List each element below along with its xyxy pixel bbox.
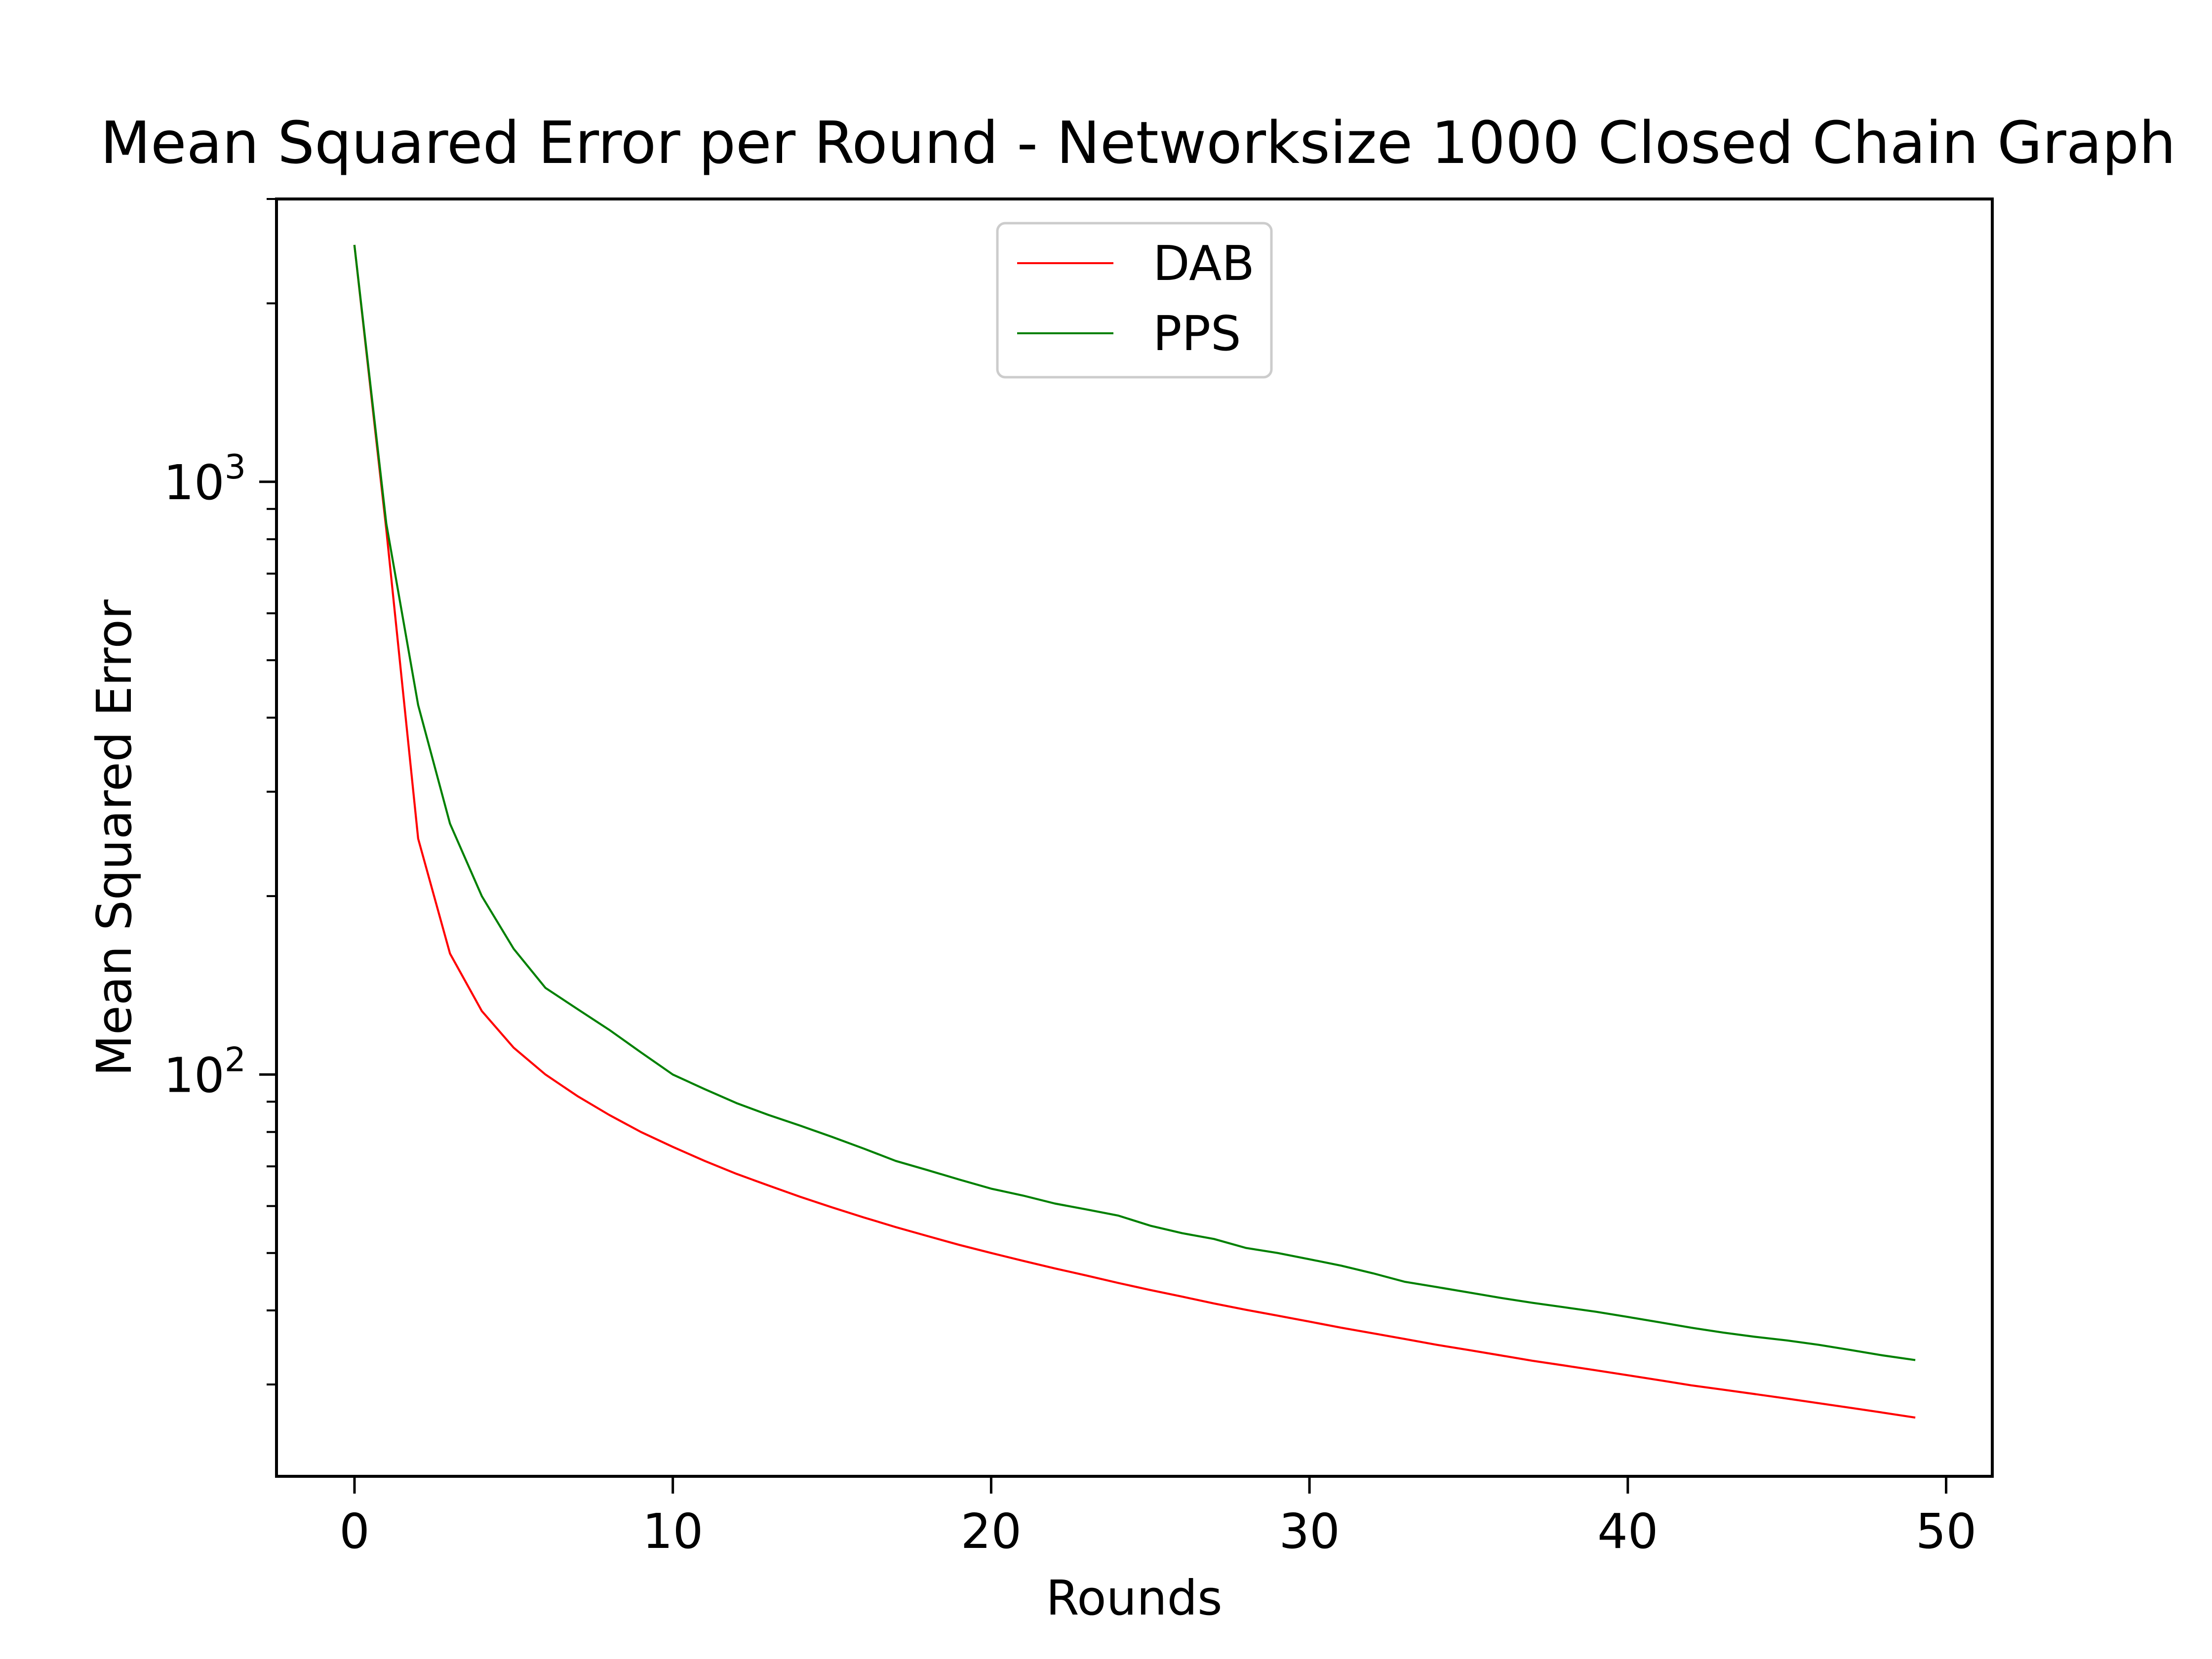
axes-frame xyxy=(275,198,1994,1478)
y-axis: 102 103 xyxy=(163,198,276,1386)
x-tick-label: 40 xyxy=(1597,1503,1658,1559)
x-axis: 0 10 20 30 40 50 xyxy=(339,1476,1976,1559)
x-tick-label: 50 xyxy=(1916,1503,1976,1559)
legend-box xyxy=(996,222,1273,379)
x-axis-label: Rounds xyxy=(1046,1570,1222,1626)
series-line-pps xyxy=(353,244,1916,1361)
legend-label-dab: DAB xyxy=(1153,236,1255,291)
chart-title: Mean Squared Error per Round - Networksi… xyxy=(100,109,2176,177)
x-tick-label: 30 xyxy=(1279,1503,1340,1559)
x-tick-label: 0 xyxy=(339,1503,370,1559)
x-tick-label: 20 xyxy=(961,1503,1022,1559)
x-tick-label: 10 xyxy=(642,1503,703,1559)
plot-area xyxy=(353,244,1916,1419)
y-tick-label: 102 xyxy=(163,1040,246,1103)
series-line-dab xyxy=(353,244,1916,1419)
legend: DAB PPS xyxy=(996,222,1273,379)
legend-label-pps: PPS xyxy=(1153,306,1241,361)
y-tick-label: 103 xyxy=(163,448,246,511)
y-axis-label: Mean Squared Error xyxy=(86,599,142,1076)
